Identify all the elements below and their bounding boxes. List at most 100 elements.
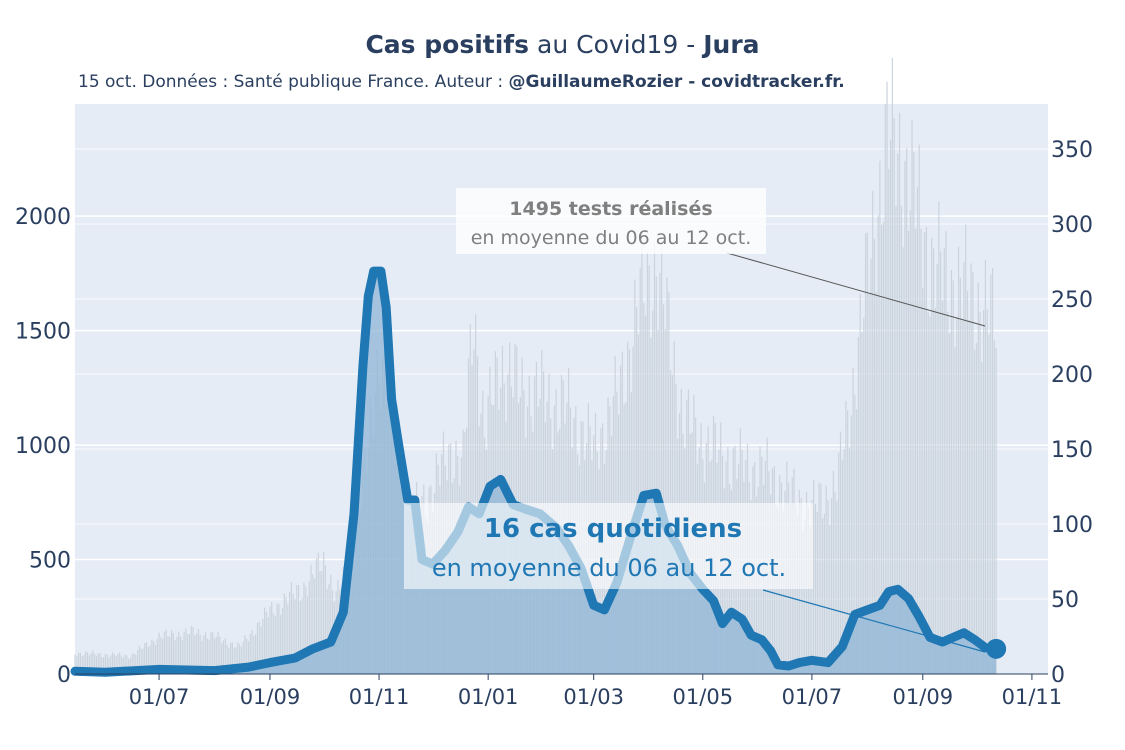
tests-bar: [882, 222, 885, 675]
tests-bar: [190, 625, 192, 674]
tests-bar: [281, 607, 284, 674]
tests-bar: [975, 342, 978, 674]
tests-bar: [873, 239, 876, 674]
tests-bar: [255, 634, 257, 674]
tests-bar: [294, 598, 296, 674]
tests-bar: [206, 638, 208, 674]
y-right-tick-label: 300: [1051, 213, 1093, 238]
tests-bar: [813, 479, 815, 674]
tests-bar: [181, 639, 183, 674]
cases-last-point: [986, 638, 1007, 659]
tests-bar: [936, 264, 938, 674]
tests-bar: [90, 652, 92, 674]
tests-bar: [668, 292, 670, 674]
tests-bar: [893, 118, 895, 675]
tests-bar: [312, 574, 314, 674]
tests-bar: [240, 646, 242, 674]
tests-bar: [907, 231, 910, 674]
tests-bar: [196, 633, 198, 674]
tests-bar: [120, 656, 123, 674]
tests-bar: [888, 169, 890, 674]
tests-bar: [296, 585, 298, 674]
tests-bar: [103, 657, 105, 674]
tests-bar: [154, 645, 157, 674]
tests-bar: [167, 636, 169, 674]
tests-bar: [303, 582, 305, 674]
tests-bar: [877, 215, 879, 674]
title-part-3: Jura: [703, 30, 760, 59]
tests-bar: [897, 153, 899, 674]
tests-bar: [952, 280, 954, 674]
tests-bar: [818, 482, 820, 674]
tests-bar: [183, 632, 185, 674]
tests-bar: [233, 647, 235, 674]
title-part-2: au Covid19 -: [529, 30, 704, 59]
tests-bar: [981, 362, 983, 674]
y-left-tick-label: 2000: [15, 205, 71, 230]
tests-bar: [845, 400, 847, 674]
tests-bar: [278, 603, 280, 674]
tests-bar: [956, 316, 958, 674]
tests-bar: [122, 657, 124, 674]
tests-bar: [110, 655, 112, 674]
tests-bar: [258, 621, 260, 674]
tests-bar: [879, 160, 881, 675]
tests-bar: [315, 558, 318, 674]
tests-annotation-bold: 1495 tests réalisés: [509, 198, 712, 220]
tests-bar: [237, 642, 239, 674]
tests-bar: [653, 241, 656, 674]
tests-bar: [133, 653, 135, 674]
tests-bar: [875, 291, 877, 674]
tests-bar: [904, 160, 906, 675]
tests-bar: [310, 564, 312, 674]
tests-bar: [115, 656, 117, 674]
y-right-tick-label: 250: [1051, 288, 1093, 313]
tests-bar: [271, 601, 273, 674]
tests-bar: [909, 210, 911, 674]
x-tick-label: 01/07: [782, 685, 843, 709]
tests-bar: [246, 638, 248, 674]
tests-bar: [838, 452, 840, 674]
tests-bar: [898, 112, 901, 675]
x-tick-label: 01/03: [563, 685, 624, 709]
tests-bar: [144, 643, 146, 674]
tests-bar: [314, 578, 316, 674]
tests-bar: [292, 594, 294, 674]
tests-bar: [807, 507, 809, 674]
tests-bar: [187, 634, 189, 674]
tests-bar: [923, 232, 926, 675]
tests-bar: [655, 276, 657, 674]
tests-bar: [217, 631, 219, 674]
tests-bar: [959, 277, 961, 674]
tests-bar: [834, 492, 836, 674]
tests-bar: [169, 636, 171, 674]
tests-bar: [963, 262, 965, 674]
tests-bar: [852, 367, 854, 674]
tests-bar: [272, 613, 275, 674]
tests-bar: [796, 515, 799, 674]
tests-bar: [145, 642, 148, 674]
tests-bar: [983, 310, 985, 674]
tests-bar: [76, 656, 78, 674]
tests-bar: [995, 347, 997, 674]
x-tick-label: 01/11: [1002, 685, 1063, 709]
tests-bar: [185, 628, 187, 674]
tests-bar: [475, 314, 477, 674]
tests-bar: [922, 287, 924, 674]
tests-bar: [636, 307, 638, 674]
tests-bar: [142, 648, 144, 674]
tests-bar: [804, 520, 806, 674]
tests-bar: [151, 639, 153, 674]
tests-bar: [265, 611, 267, 674]
tests-bar: [891, 57, 893, 675]
tests-annotation-arrow: [726, 252, 986, 327]
tests-bar: [140, 648, 142, 674]
tests-bar: [947, 311, 949, 674]
tests-bar: [274, 615, 276, 674]
tests-bar: [95, 656, 98, 674]
tests-bar: [940, 251, 942, 675]
tests-bar: [106, 654, 108, 674]
tests-bar: [83, 655, 85, 674]
tests-bar: [137, 649, 139, 674]
tests-bar: [319, 571, 321, 674]
